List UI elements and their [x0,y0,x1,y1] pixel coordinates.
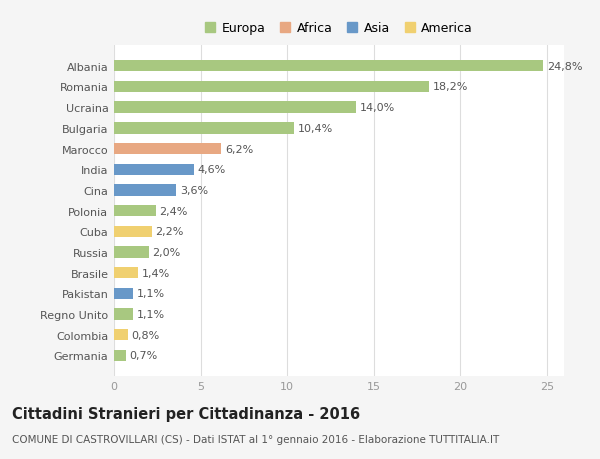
Text: 18,2%: 18,2% [433,82,468,92]
Text: 2,4%: 2,4% [159,206,187,216]
Text: 1,1%: 1,1% [137,289,164,299]
Bar [114,164,194,175]
Bar [114,82,429,93]
Bar [114,268,138,279]
Text: 4,6%: 4,6% [197,165,226,175]
Text: 1,1%: 1,1% [137,309,164,319]
Bar [114,350,126,361]
Bar [114,144,221,155]
Legend: Europa, Africa, Asia, America: Europa, Africa, Asia, America [200,17,478,40]
Text: 6,2%: 6,2% [225,144,253,154]
Bar [114,206,155,217]
Bar [114,309,133,320]
Text: 2,2%: 2,2% [155,227,184,237]
Text: 2,0%: 2,0% [152,247,181,257]
Text: 0,7%: 0,7% [130,351,158,361]
Bar [114,102,356,113]
Bar [114,288,133,299]
Text: 14,0%: 14,0% [360,103,395,113]
Bar [114,247,149,258]
Text: COMUNE DI CASTROVILLARI (CS) - Dati ISTAT al 1° gennaio 2016 - Elaborazione TUTT: COMUNE DI CASTROVILLARI (CS) - Dati ISTA… [12,434,499,444]
Text: 10,4%: 10,4% [298,123,333,134]
Bar [114,185,176,196]
Bar [114,226,152,237]
Bar [114,330,128,341]
Text: 1,4%: 1,4% [142,268,170,278]
Text: Cittadini Stranieri per Cittadinanza - 2016: Cittadini Stranieri per Cittadinanza - 2… [12,406,360,421]
Text: 24,8%: 24,8% [547,62,582,72]
Bar [114,61,543,72]
Bar [114,123,294,134]
Text: 0,8%: 0,8% [131,330,160,340]
Text: 3,6%: 3,6% [180,185,208,196]
